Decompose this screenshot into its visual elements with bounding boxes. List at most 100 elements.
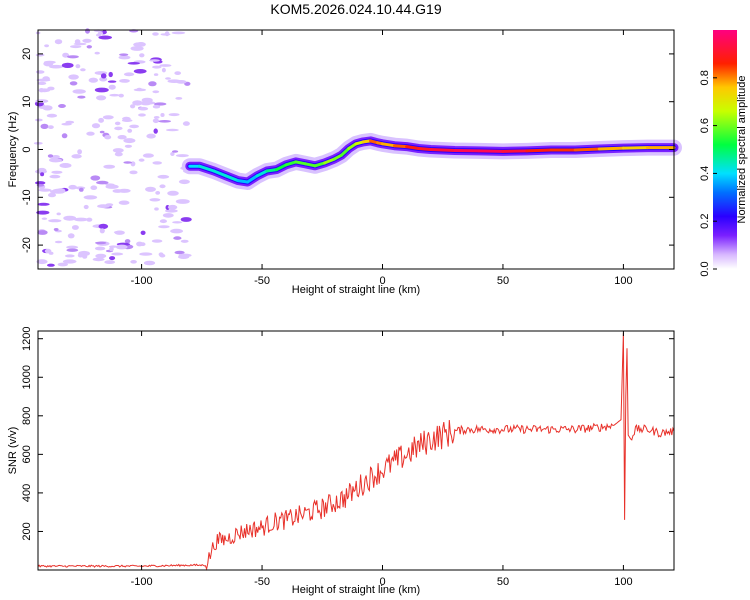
noise-speckle — [164, 31, 170, 37]
noise-speckle — [66, 55, 79, 59]
noise-speckle — [90, 185, 98, 190]
noise-speckle — [54, 39, 63, 45]
noise-speckle — [96, 33, 102, 37]
noise-speckle — [155, 191, 161, 195]
spectrogram-y-ticks: -20 -10 0 10 20 — [21, 48, 674, 253]
colorbar-tick-label: 0.8 — [699, 70, 711, 85]
noise-speckle — [146, 133, 156, 139]
noise-speckle — [61, 62, 74, 68]
noise-speckle — [94, 51, 100, 55]
noise-speckle — [57, 262, 68, 267]
noise-speckle — [54, 240, 63, 244]
noise-speckle — [78, 187, 84, 192]
ridge-segment — [525, 148, 553, 153]
noise-speckle — [133, 69, 147, 74]
noise-speckle — [112, 189, 123, 193]
noise-speckle — [153, 73, 159, 76]
noise-speckle — [149, 59, 160, 62]
noise-speckle — [176, 154, 189, 158]
spectrogram-x-tick-label: 100 — [614, 275, 632, 287]
noise-speckle — [68, 74, 79, 80]
noise-speckle — [165, 209, 178, 213]
noise-speckle — [166, 128, 179, 132]
ridge-segment — [381, 142, 396, 148]
noise-speckle — [109, 256, 116, 261]
noise-speckle — [127, 128, 133, 133]
noise-speckle — [123, 138, 136, 144]
noise-speckle — [170, 152, 175, 156]
noise-speckle — [133, 88, 147, 92]
noise-speckle — [123, 161, 132, 164]
snr-x-label: Height of straight line (km) — [292, 584, 420, 596]
spectrogram-x-tick-label: 0 — [379, 275, 385, 287]
noise-speckle — [95, 241, 107, 245]
noise-speckle — [159, 64, 172, 67]
noise-speckle — [167, 190, 179, 196]
snr-x-tick-label: -50 — [254, 576, 270, 588]
noise-speckle — [82, 38, 92, 43]
noise-speckle — [142, 153, 154, 158]
noise-speckle — [152, 161, 162, 165]
spectrogram-x-tick-label: -100 — [131, 275, 153, 287]
noise-speckle — [159, 253, 166, 258]
noise-speckle — [88, 77, 99, 83]
spectrogram-y-tick-label: 10 — [21, 96, 33, 108]
noise-speckle — [73, 42, 87, 46]
noise-speckle — [71, 154, 82, 159]
noise-speckle — [114, 230, 125, 235]
noise-speckle — [96, 95, 107, 101]
noise-speckle — [67, 233, 75, 239]
noise-speckle — [97, 204, 110, 209]
noise-speckle — [160, 113, 165, 117]
colorbar-tick-label: 0.6 — [699, 118, 711, 133]
noise-speckle — [157, 174, 170, 179]
snr-background — [38, 331, 674, 570]
noise-speckle — [118, 93, 124, 98]
noise-speckle — [129, 170, 138, 175]
noise-speckle — [96, 180, 109, 185]
noise-speckle — [182, 121, 190, 126]
noise-speckle — [94, 246, 106, 251]
noise-speckle — [75, 64, 81, 69]
noise-speckle — [152, 32, 159, 36]
ridge-segment — [246, 174, 259, 184]
noise-speckle — [77, 95, 86, 99]
noise-speckle — [98, 35, 112, 40]
colorbar-tick-label: 0.4 — [699, 166, 711, 181]
noise-speckle — [119, 53, 129, 56]
noise-speckle — [83, 195, 98, 200]
noise-speckle — [180, 239, 189, 243]
noise-speckle — [66, 248, 79, 252]
snr-y-tick-label: 800 — [21, 407, 33, 425]
noise-speckle — [49, 64, 64, 69]
noise-speckle — [145, 186, 156, 192]
noise-speckle — [161, 67, 166, 73]
noise-speckle — [86, 45, 93, 49]
noise-speckle — [158, 120, 171, 123]
noise-speckle — [175, 199, 190, 204]
noise-speckle — [56, 188, 66, 194]
ridge-segment — [393, 144, 409, 149]
noise-speckle — [118, 55, 131, 60]
noise-speckle — [103, 164, 116, 169]
ridge-segment — [597, 146, 625, 151]
noise-speckle — [36, 259, 48, 265]
noise-speckle — [108, 84, 116, 90]
noise-speckle — [153, 116, 160, 119]
noise-speckle — [37, 81, 47, 85]
snr-y-tick-label: 1000 — [21, 365, 33, 389]
noise-speckle — [112, 148, 124, 153]
ridge-segment — [265, 168, 278, 173]
snr-y-tick-label: 1200 — [21, 326, 33, 350]
colorbar-label: Normalized spectral amplitude — [736, 76, 748, 224]
colorbar: 0.0 0.2 0.4 0.6 0.8 Normalized spectral ampl… — [699, 30, 748, 277]
noise-speckle — [152, 65, 162, 69]
noise-speckle — [56, 212, 61, 216]
noise-speckle — [59, 163, 72, 168]
snr-x-tick-label: 0 — [379, 576, 385, 588]
noise-speckle — [38, 188, 52, 192]
snr-frame — [37, 330, 675, 571]
noise-speckle — [48, 219, 62, 223]
noise-speckle — [104, 135, 112, 140]
spectrogram-x-tick-label: 50 — [497, 275, 509, 287]
